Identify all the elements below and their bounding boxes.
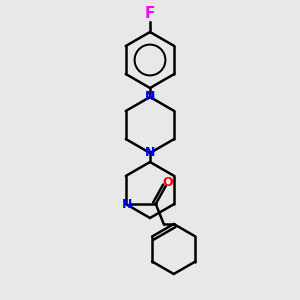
Text: F: F [145,6,155,21]
Text: N: N [145,146,155,160]
Text: O: O [162,176,173,188]
Text: N: N [145,91,155,103]
Text: N: N [122,197,132,211]
